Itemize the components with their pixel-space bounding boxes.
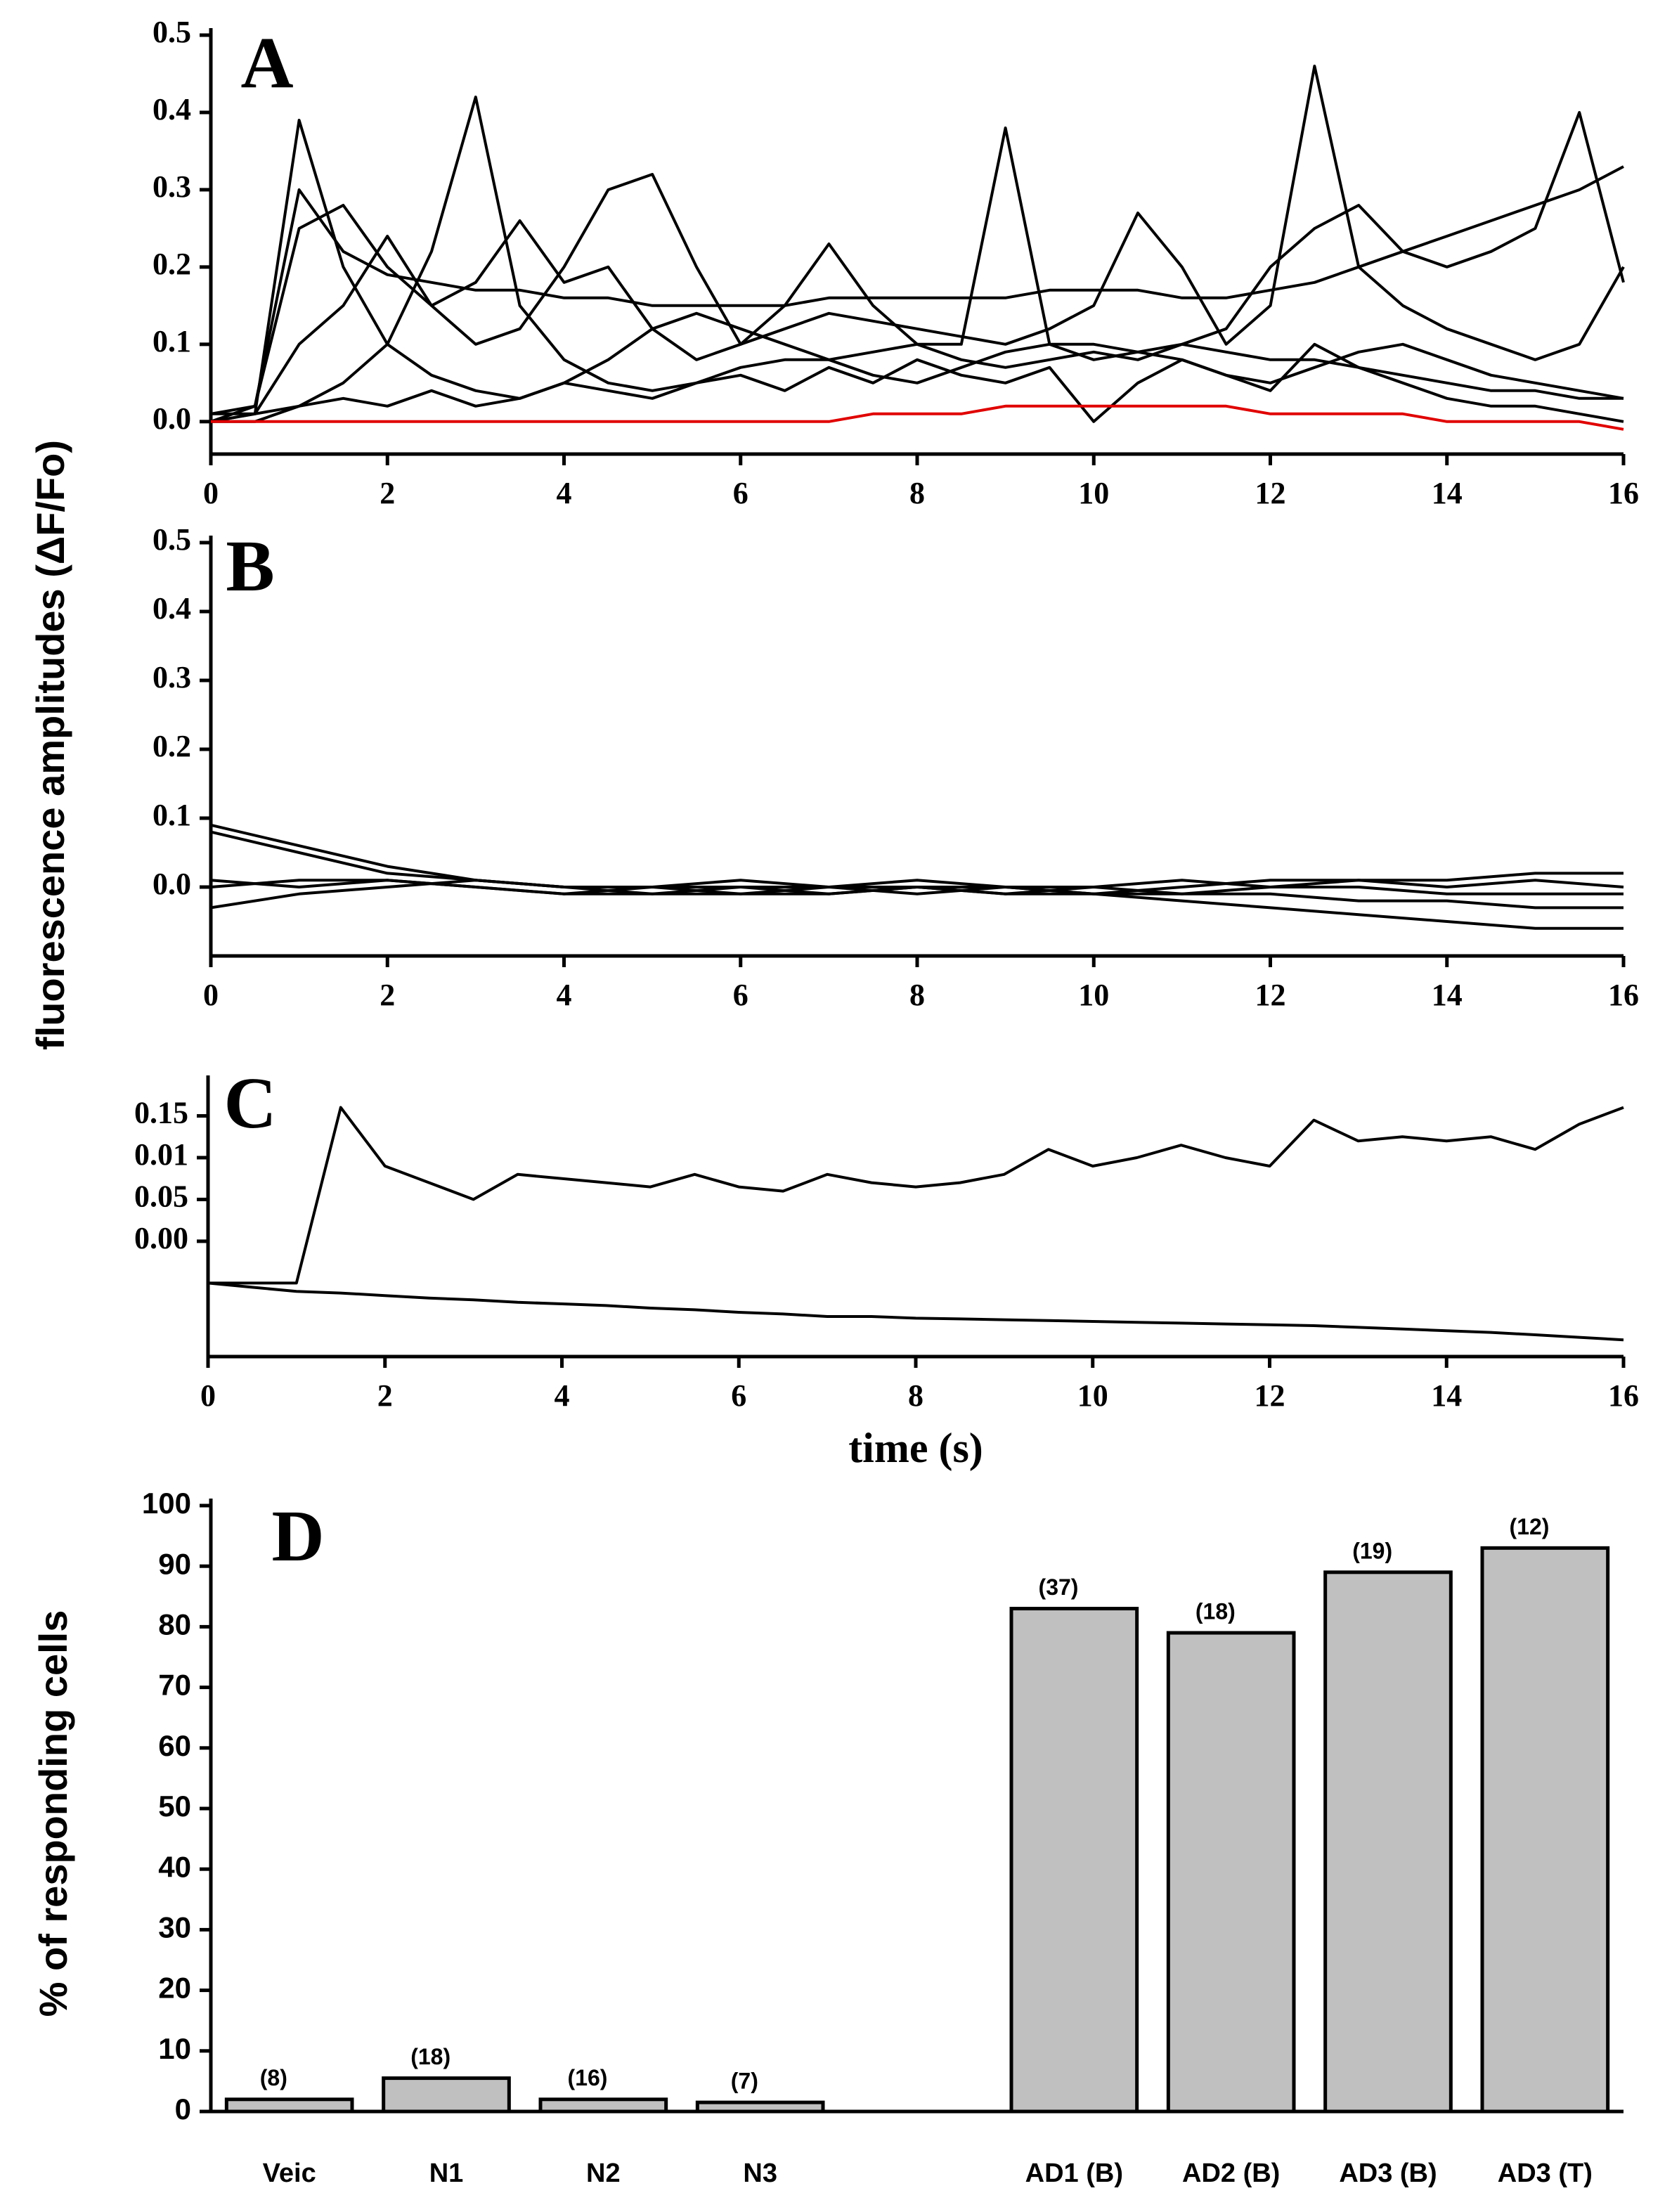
panel-label: A (240, 22, 293, 103)
n-label: (8) (260, 2065, 287, 2090)
x-tick-label: AD3 (T) (1498, 2159, 1593, 2188)
bar (538, 2097, 668, 2114)
y-tick-label: 0.0 (153, 401, 191, 436)
y-tick-label: 0.4 (153, 92, 191, 127)
trace (210, 165, 1624, 415)
bar (1009, 1607, 1139, 2114)
y-tick-label: 80 (158, 1608, 191, 1641)
y-tick-label: 60 (158, 1729, 191, 1762)
n-label: (18) (410, 2044, 451, 2069)
y-tick-label: 70 (158, 1669, 191, 1702)
y-tick-label: 50 (158, 1790, 191, 1823)
x-tick-label: AD2 (B) (1182, 2159, 1280, 2188)
x-tick-label: 4 (557, 476, 572, 510)
x-tick-label: 12 (1255, 476, 1286, 510)
x-tick-label: 0 (200, 1378, 216, 1413)
x-tick-label: 10 (1077, 1378, 1108, 1413)
n-label: (16) (568, 2065, 608, 2090)
y-tick-label: 0.3 (153, 660, 191, 694)
trace (211, 404, 1624, 431)
y-tick-label: 0.01 (134, 1137, 188, 1172)
x-tick-label: 0 (203, 476, 219, 510)
bar (224, 2097, 354, 2114)
n-label: (37) (1039, 1574, 1079, 1600)
trace (210, 879, 1624, 910)
x-tick-label: 12 (1255, 978, 1286, 1012)
y-tick-label: 100 (142, 1487, 191, 1520)
x-tick-label: 0 (203, 978, 219, 1012)
x-tick-label: 8 (909, 476, 925, 510)
x-tick-label: N3 (743, 2159, 777, 2188)
x-tick-label: N2 (586, 2159, 621, 2188)
panel-label: D (271, 1496, 324, 1577)
y-tick-label: 0.2 (153, 247, 191, 281)
y-tick-label: 0.1 (153, 324, 191, 358)
trace (210, 65, 1625, 423)
trace (211, 342, 1624, 423)
y-tick-label: 0.1 (153, 798, 191, 832)
y-tick-label: 0 (175, 2093, 191, 2126)
trace (210, 879, 1624, 895)
x-tick-label: N1 (429, 2159, 464, 2188)
x-tick-label: 16 (1608, 978, 1639, 1012)
n-label: (12) (1510, 1514, 1550, 1539)
x-tick-label: 14 (1431, 1378, 1462, 1413)
y-tick-label: 90 (158, 1547, 191, 1580)
y-tick-label: 0.05 (134, 1179, 188, 1214)
x-tick-label: Veic (263, 2159, 316, 2188)
x-tick-label: 4 (557, 978, 572, 1012)
x-tick-label: 8 (909, 978, 925, 1012)
x-tick-label: 2 (380, 476, 395, 510)
y-tick-label: 0.5 (153, 15, 191, 49)
y-tick-label: 10 (158, 2032, 191, 2065)
trace (210, 111, 1625, 423)
y-axis-label: % of responding cells (31, 1610, 75, 2017)
y-tick-label: 30 (158, 1910, 191, 1943)
panel-label: C (223, 1063, 276, 1144)
x-tick-label: 6 (733, 978, 748, 1012)
x-tick-label: 6 (733, 476, 748, 510)
x-tick-label: 6 (731, 1378, 746, 1413)
bar (1480, 1546, 1610, 2114)
y-tick-label: 0.2 (153, 729, 191, 763)
x-tick-label: 8 (908, 1378, 924, 1413)
x-tick-label: 4 (555, 1378, 570, 1413)
x-tick-label: 14 (1432, 476, 1463, 510)
x-tick-label: 14 (1432, 978, 1463, 1012)
bar (695, 2100, 825, 2114)
x-tick-label: AD1 (B) (1025, 2159, 1123, 2188)
y-tick-label: 40 (158, 1850, 191, 1883)
bar (1166, 1631, 1296, 2114)
n-label: (7) (731, 2069, 758, 2094)
x-tick-label: AD3 (B) (1339, 2159, 1437, 2188)
trace (210, 119, 1624, 423)
x-tick-label: 10 (1078, 476, 1109, 510)
bar (1323, 1570, 1453, 2114)
x-axis-label: time (s) (848, 1425, 983, 1471)
x-tick-label: 10 (1078, 978, 1109, 1012)
y-tick-label: 20 (158, 1972, 191, 2005)
x-tick-label: 16 (1608, 476, 1639, 510)
trace (207, 1281, 1624, 1342)
bar (382, 2076, 511, 2114)
trace (208, 1106, 1624, 1285)
panel-label: B (226, 526, 274, 607)
x-tick-label: 2 (380, 978, 395, 1012)
n-label: (18) (1195, 1598, 1236, 1624)
y-tick-label: 0.0 (153, 867, 191, 901)
x-tick-label: 16 (1608, 1378, 1639, 1413)
y-tick-label: 0.00 (134, 1221, 188, 1255)
y-tick-label: 0.15 (134, 1096, 188, 1130)
y-axis-label: fluorescence amplitudes (ΔF/Fo) (28, 440, 72, 1050)
y-tick-label: 0.4 (153, 591, 191, 626)
y-tick-label: 0.5 (153, 522, 191, 557)
y-tick-label: 0.3 (153, 169, 191, 204)
n-label: (19) (1352, 1538, 1392, 1563)
x-tick-label: 2 (377, 1378, 393, 1413)
x-tick-label: 12 (1255, 1378, 1285, 1413)
